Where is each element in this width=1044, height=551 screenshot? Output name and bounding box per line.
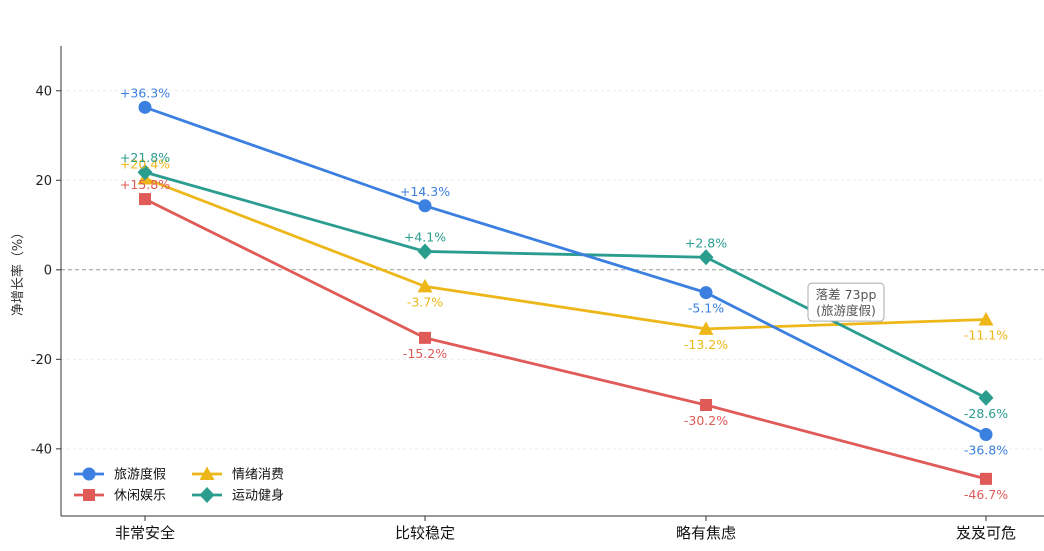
- y-tick-label: 0: [44, 263, 52, 278]
- y-axis-label: 净增长率（%）: [10, 226, 26, 316]
- data-point-circle: [979, 428, 993, 442]
- annotation-line-2: (旅游度假): [816, 303, 876, 318]
- data-point-square: [139, 193, 151, 206]
- data-label: +2.8%: [685, 235, 727, 250]
- y-tick-label: 20: [35, 174, 52, 189]
- data-point-square: [980, 472, 992, 485]
- series-line-3: [144, 177, 987, 331]
- data-label: +36.3%: [120, 85, 170, 100]
- data-label: -5.1%: [688, 301, 724, 316]
- x-tick-label: 比较稳定: [395, 524, 455, 542]
- legend-item: 旅游度假: [74, 467, 166, 483]
- series-line-2: [144, 197, 987, 481]
- x-axis-ticks: 非常安全 比较稳定 略有焦虑 岌岌可危: [115, 516, 1016, 542]
- series-line-4: [144, 170, 987, 400]
- legend-item: 休闲娱乐: [74, 489, 166, 504]
- data-label: +14.3%: [400, 184, 450, 199]
- data-point-diamond: [698, 249, 714, 266]
- data-label: -15.2%: [403, 346, 447, 361]
- annotation-line-1: 落差 73pp: [816, 287, 877, 302]
- legend-item: 情绪消费: [192, 466, 284, 483]
- series-lines: [137, 100, 994, 485]
- x-tick-label: 岌岌可危: [956, 524, 1016, 542]
- data-point-circle: [418, 199, 432, 213]
- data-label: -3.7%: [407, 294, 443, 309]
- legend-marker-square: [83, 489, 95, 501]
- legend-label: 旅游度假: [114, 467, 166, 483]
- data-point-square: [700, 398, 712, 411]
- legend-marker-triangle: [199, 466, 215, 480]
- y-tick-label: -40: [31, 442, 52, 457]
- data-label: -46.7%: [964, 487, 1008, 502]
- data-label: +4.1%: [404, 229, 446, 244]
- legend-item: 运动健身: [192, 487, 284, 504]
- x-tick-label: 非常安全: [115, 524, 175, 542]
- x-tick-label: 略有焦虑: [676, 524, 736, 542]
- legend-label: 运动健身: [232, 488, 284, 504]
- data-label: -11.1%: [964, 327, 1008, 342]
- y-axis-ticks: -40 -20 0 20 40: [31, 84, 61, 457]
- y-tick-label: 40: [35, 84, 52, 99]
- data-point-diamond: [137, 164, 153, 181]
- data-point-circle: [138, 100, 152, 114]
- data-point-diamond: [978, 389, 994, 406]
- data-labels: +36.3% +14.3% -5.1% -36.8% +15.8% -15.2% -30.2…: [120, 85, 1008, 502]
- data-point-triangle: [698, 321, 714, 335]
- data-label: +21.8%: [120, 150, 170, 165]
- legend-label: 情绪消费: [232, 468, 284, 483]
- legend-label: 休闲娱乐: [114, 489, 166, 504]
- data-point-square: [419, 331, 431, 344]
- data-point-triangle: [978, 311, 994, 326]
- legend-marker-circle: [82, 467, 96, 481]
- legend-marker-diamond: [199, 487, 215, 503]
- data-point-triangle: [417, 278, 433, 293]
- data-label: -28.6%: [964, 406, 1008, 421]
- data-point-diamond: [417, 243, 433, 260]
- data-point-circle: [699, 286, 713, 300]
- y-tick-label: -20: [31, 353, 52, 368]
- data-label: +15.8%: [120, 177, 170, 192]
- series-line-1: [144, 106, 987, 436]
- annotation: 落差 73pp (旅游度假): [807, 282, 885, 322]
- data-label: +20.4%: [120, 156, 170, 171]
- data-label: -36.8%: [964, 443, 1008, 458]
- annotation-box: [807, 282, 885, 322]
- grid: [61, 90, 1044, 450]
- data-label: -13.2%: [684, 337, 728, 352]
- data-label: -30.2%: [684, 413, 728, 428]
